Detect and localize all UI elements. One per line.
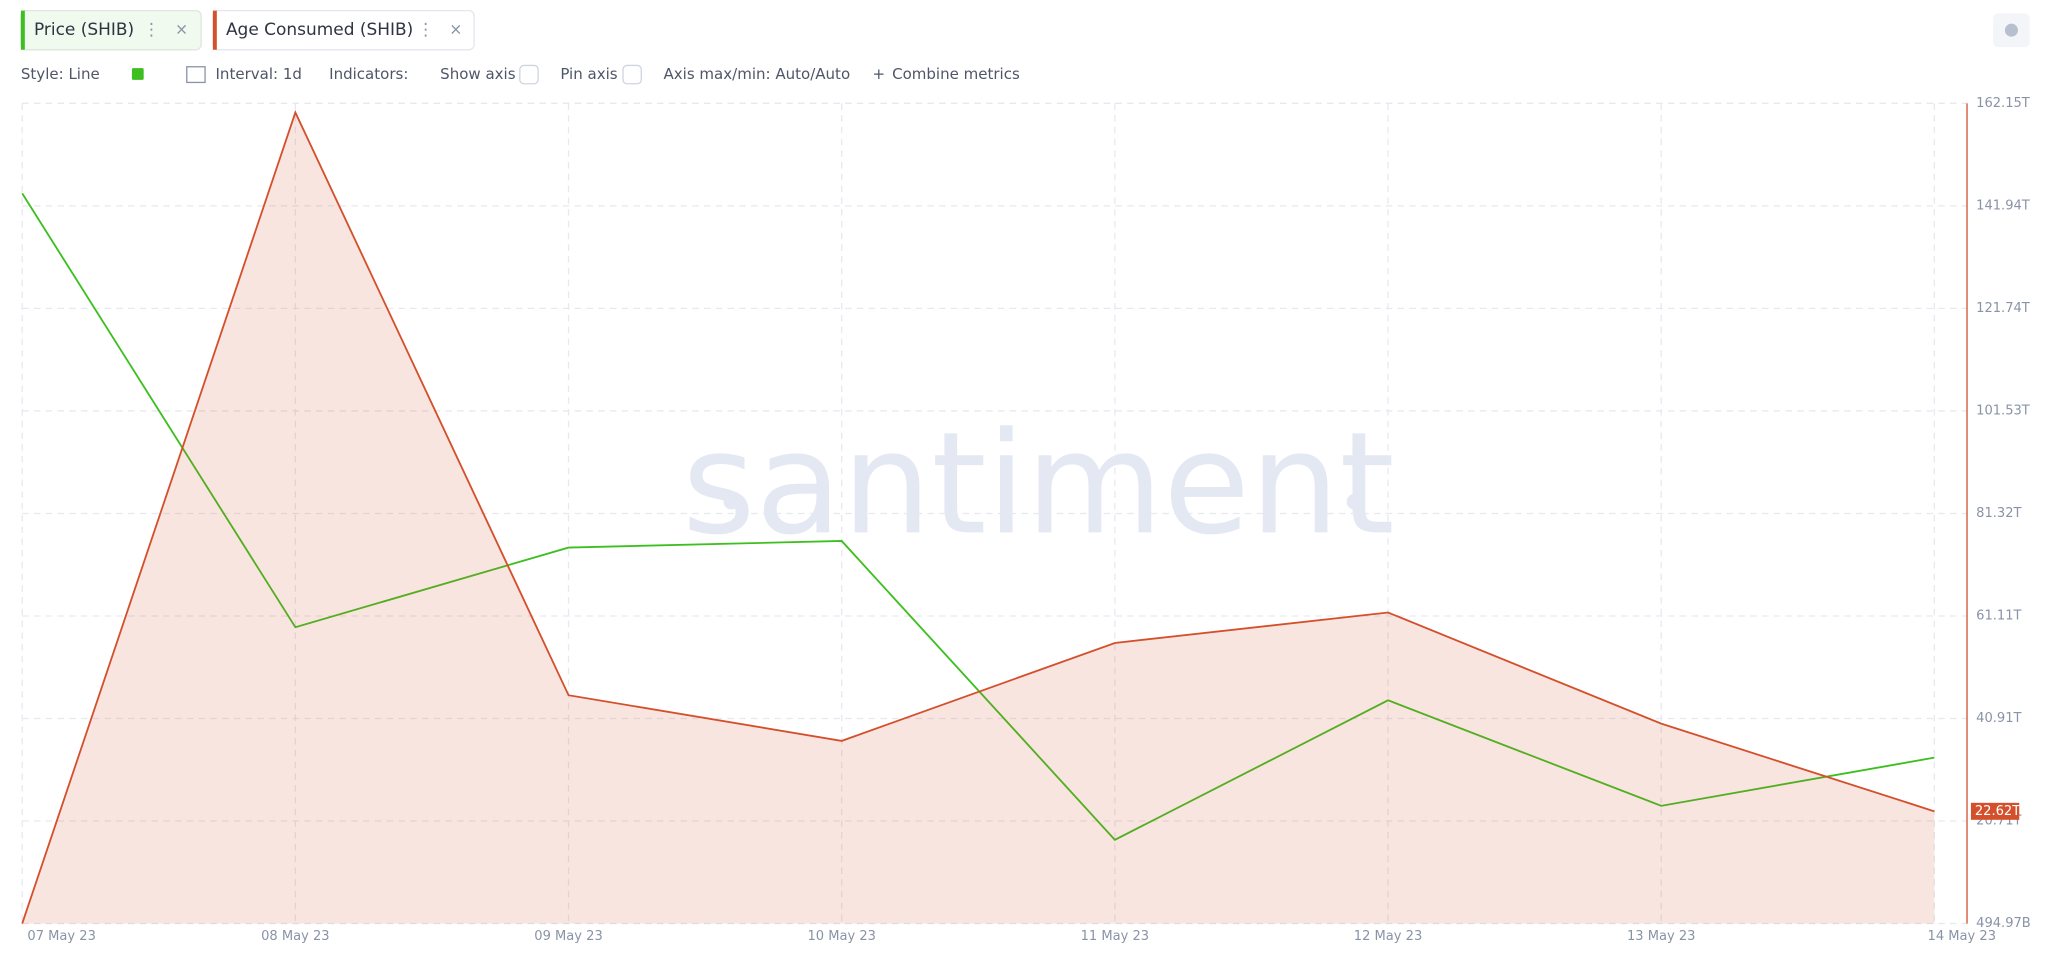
x-tick-label: 08 May 23 bbox=[261, 929, 329, 944]
chip-close[interactable]: × bbox=[449, 20, 462, 39]
y-tick-label: 494.97B bbox=[1976, 916, 2031, 931]
y-tick-label: 40.91T bbox=[1976, 711, 2021, 726]
indicators-select[interactable]: Indicators: bbox=[329, 65, 408, 83]
last-value-badge bbox=[1970, 802, 2020, 820]
x-tick-label: 11 May 23 bbox=[1081, 929, 1149, 944]
y-tick-label: 162.15T bbox=[1976, 96, 2030, 111]
chip-color bbox=[212, 10, 217, 50]
watermark: santiment bbox=[682, 402, 1395, 566]
combine-metrics[interactable]: Combine metrics bbox=[892, 65, 1020, 83]
x-tick-label: 10 May 23 bbox=[807, 929, 875, 944]
interval-icon bbox=[186, 66, 206, 84]
chip-close[interactable]: × bbox=[175, 20, 188, 39]
plot: 494.97B20.71T40.91T61.11T81.32T101.53T12… bbox=[21, 96, 2031, 944]
y-tick-label: 121.74T bbox=[1976, 301, 2030, 316]
area bbox=[22, 112, 1935, 924]
settings-icon bbox=[2004, 23, 2018, 37]
style-select[interactable]: Style: Line bbox=[21, 65, 100, 83]
y-tick-label: 141.94T bbox=[1976, 198, 2030, 213]
show-axis-checkbox[interactable] bbox=[519, 64, 539, 85]
watermark-dot bbox=[1346, 493, 1363, 510]
line bbox=[21, 110, 1935, 924]
x-tick-label: 12 May 23 bbox=[1354, 929, 1422, 944]
x-tick-label: 09 May 23 bbox=[534, 929, 602, 944]
watermark-dot bbox=[723, 493, 740, 510]
y-tick-label: 61.11T bbox=[1976, 609, 2021, 624]
chip-color bbox=[20, 10, 25, 50]
chip-label: Age Consumed (SHIB) bbox=[226, 20, 413, 40]
x-tick-label: 13 May 23 bbox=[1627, 929, 1695, 944]
x-tick-label: 07 May 23 bbox=[27, 929, 95, 944]
metric-chip[interactable]: Age Consumed (SHIB) ⋮ × bbox=[212, 9, 475, 51]
show-axis-label: Show axis bbox=[440, 65, 516, 83]
plus-icon: + bbox=[872, 65, 885, 83]
y-tick-label: 81.32T bbox=[1976, 506, 2021, 521]
x-tick-label: 14 May 23 bbox=[1928, 929, 1996, 944]
pin-axis-checkbox[interactable] bbox=[622, 64, 642, 85]
pin-axis-label: Pin axis bbox=[560, 65, 617, 83]
axis-minmax-select[interactable]: Axis max/min: Auto/Auto bbox=[664, 65, 851, 83]
color-picker[interactable] bbox=[131, 68, 144, 80]
y-tick-label: 101.53T bbox=[1976, 403, 2030, 418]
chip-label: Price (SHIB) bbox=[34, 20, 134, 40]
interval-select[interactable]: Interval: 1d bbox=[216, 65, 302, 83]
chip-menu[interactable]: ⋮ bbox=[143, 20, 160, 40]
metric-chip[interactable]: Price (SHIB) ⋮ × bbox=[20, 9, 202, 51]
line bbox=[21, 192, 1935, 841]
chip-menu[interactable]: ⋮ bbox=[417, 20, 434, 40]
last-value-label: 22.62T bbox=[1975, 804, 2020, 819]
